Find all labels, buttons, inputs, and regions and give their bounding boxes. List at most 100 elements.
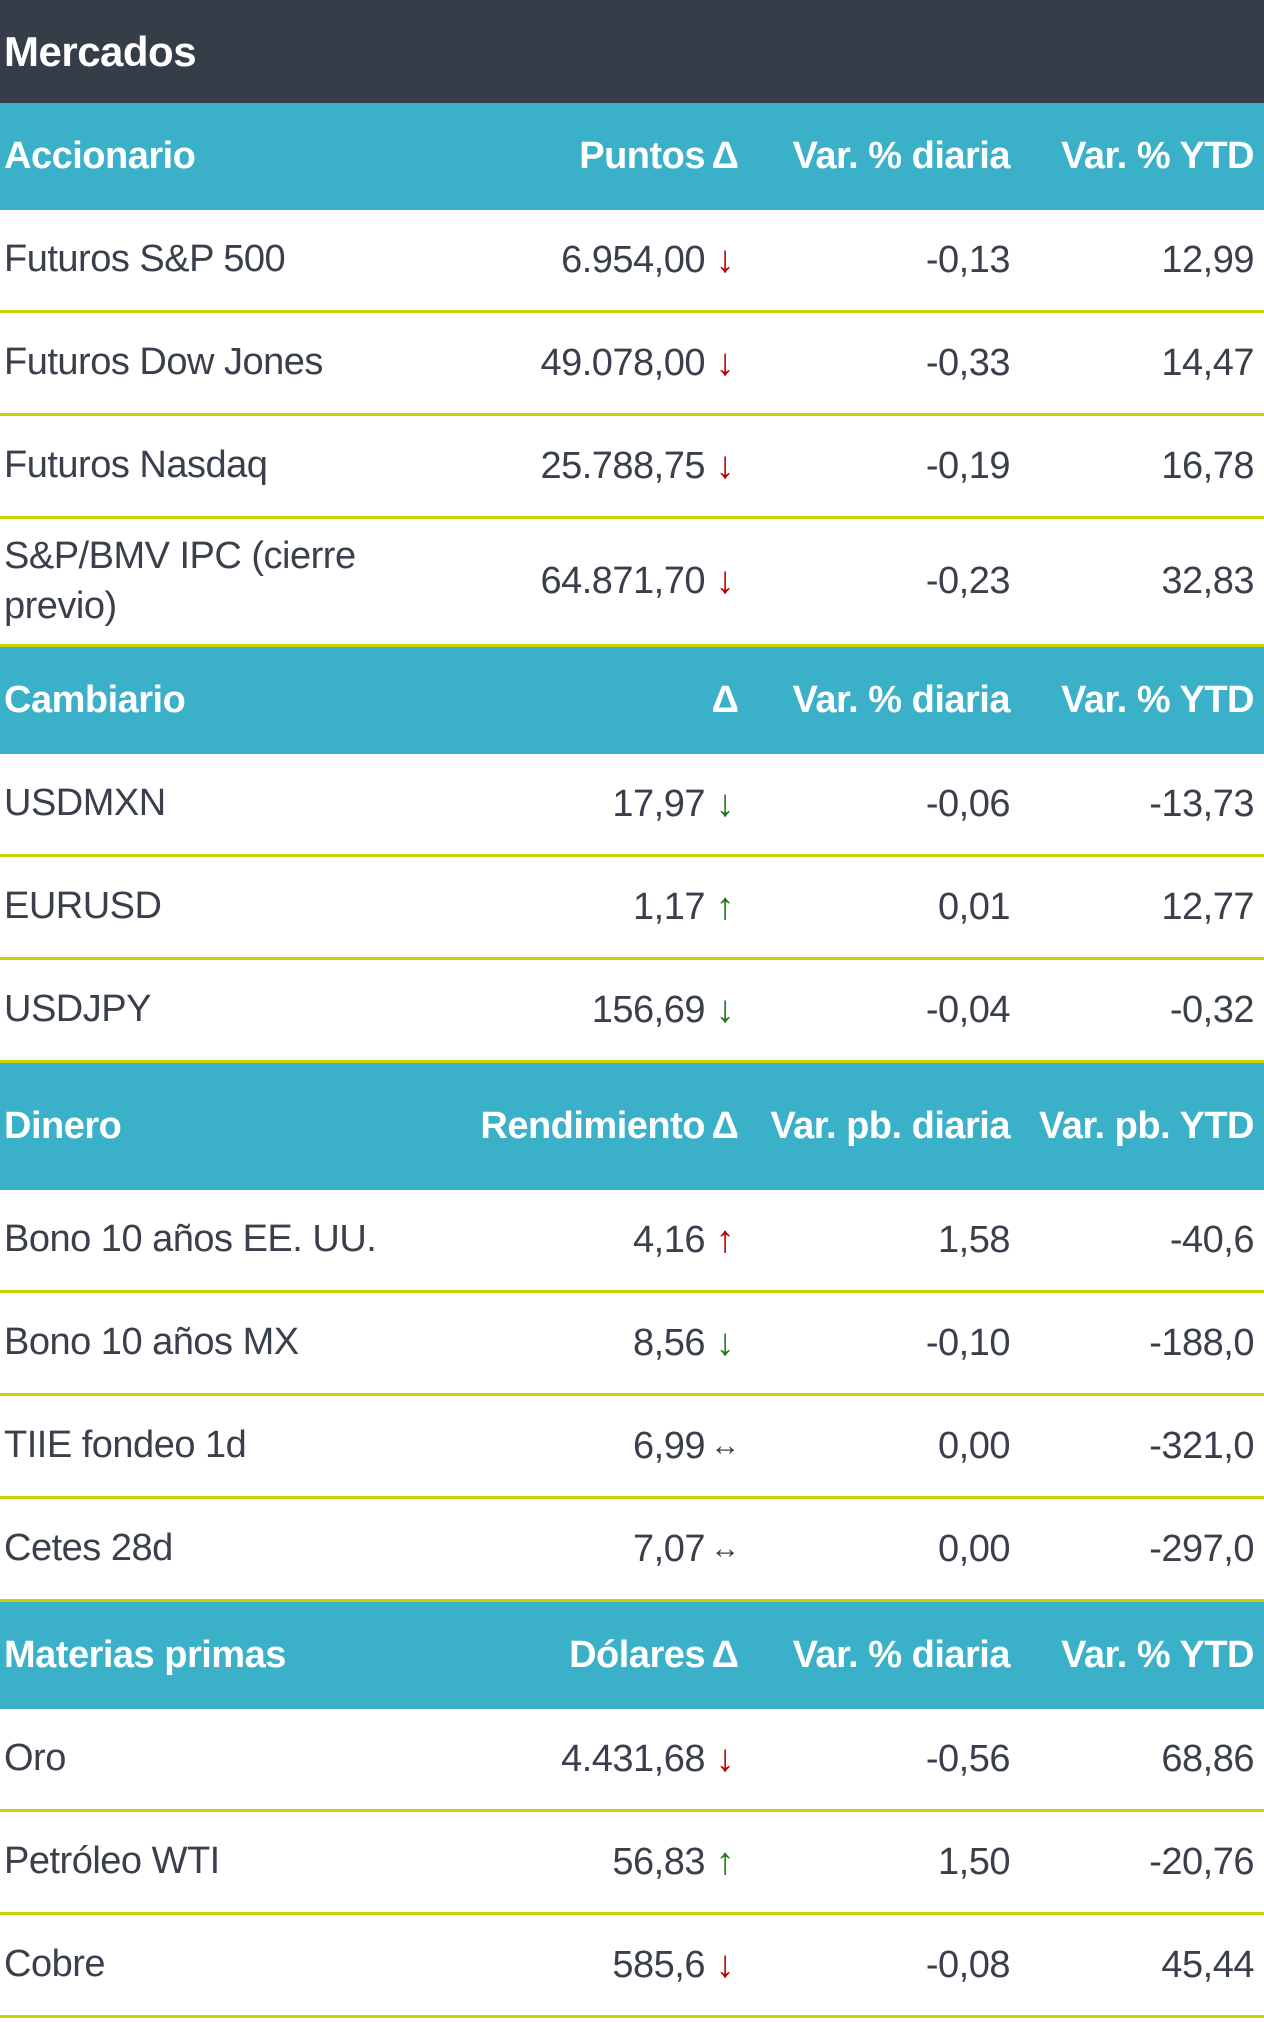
arrow-left-right-icon: ↔ (710, 1532, 740, 1565)
value: 8,56 (633, 1321, 705, 1364)
instrument-name: Futuros S&P 500 (4, 238, 286, 281)
daily-change: 1,50 (938, 1840, 1010, 1883)
table-row-cobre: Cobre 585,6 ↓ -0,08 45,44 (0, 1915, 1264, 2018)
instrument-name: Petróleo WTI (4, 1840, 220, 1883)
value: 585,6 (612, 1943, 705, 1986)
value: 156,69 (591, 988, 706, 1031)
daily-change: -0,08 (925, 1943, 1011, 1986)
value: 6.954,00 (561, 238, 705, 281)
instrument-name: Futuros Nasdaq (4, 444, 268, 487)
arrow-down-icon: ↓ (715, 988, 735, 1031)
instrument-name: Cobre (4, 1943, 106, 1986)
instrument-name: TIIE fondeo 1d (4, 1424, 247, 1467)
instrument-name: Oro (4, 1737, 66, 1780)
ytd-change: 14,47 (1161, 341, 1254, 384)
daily-change: -0,04 (925, 988, 1011, 1031)
ytd-change: 12,77 (1161, 885, 1254, 928)
table-row-usdjpy: USDJPY 156,69 ↓ -0,04 -0,32 (0, 960, 1264, 1063)
value: 4,16 (633, 1218, 705, 1261)
value: 6,99 (633, 1424, 705, 1467)
table-row-bono-10-anos-mx: Bono 10 años MX 8,56 ↓ -0,10 -188,0 (0, 1293, 1264, 1396)
ytd-change: -0,32 (1169, 988, 1255, 1031)
ytd-change: 32,83 (1161, 560, 1254, 602)
table-row-cetes-28d: Cetes 28d 7,07 ↔ 0,00 -297,0 (0, 1499, 1264, 1602)
value-column-header: Puntos (579, 135, 705, 177)
arrow-down-icon: ↓ (715, 1737, 735, 1780)
value: 4.431,68 (561, 1737, 705, 1780)
table-row-futuros-dow-jones: Futuros Dow Jones 49.078,00 ↓ -0,33 14,47 (0, 313, 1264, 416)
section-title: Materias primas (4, 1633, 286, 1676)
arrow-left-right-icon: ↔ (710, 1429, 740, 1462)
arrow-up-icon: ↑ (715, 1840, 735, 1883)
table-row-bono-10-anos-ee-uu: Bono 10 años EE. UU. 4,16 ↑ 1,58 -40,6 (0, 1190, 1264, 1293)
arrow-up-icon: ↑ (715, 885, 735, 928)
section-title: Dinero (4, 1104, 122, 1147)
arrow-down-icon: ↓ (715, 560, 735, 602)
ytd-change-column-header: Var. pb. YTD (1038, 1104, 1255, 1147)
ytd-change: -321,0 (1149, 1424, 1254, 1467)
daily-change-column-header: Var. % diaria (792, 1633, 1011, 1676)
instrument-name: Futuros Dow Jones (4, 341, 323, 384)
daily-change-column-header: Var. pb. diaria (770, 1104, 1010, 1147)
table-row-usdmxn: USDMXN 17,97 ↓ -0,06 -13,73 (0, 754, 1264, 857)
delta-column-header: Δ (711, 679, 739, 721)
arrow-down-icon: ↓ (715, 238, 735, 281)
arrow-down-icon: ↓ (715, 1321, 735, 1364)
section-header-accionario: Accionario Puntos Δ Var. % diaria Var. % YTD (0, 103, 1264, 210)
instrument-name: Bono 10 años EE. UU. (4, 1218, 377, 1261)
table-row-eurusd: EURUSD 1,17 ↑ 0,01 12,77 (0, 857, 1264, 960)
ytd-change: 12,99 (1161, 238, 1254, 281)
daily-change: -0,13 (925, 238, 1011, 281)
ytd-change: -13,73 (1149, 782, 1254, 825)
instrument-name: Bono 10 años MX (4, 1321, 299, 1364)
value: 25.788,75 (540, 444, 705, 487)
section-header-materias-primas: Materias primas Dólares Δ Var. % diaria Var.… (0, 1602, 1264, 1709)
daily-change: -0,10 (925, 1321, 1011, 1364)
daily-change: 1,58 (938, 1218, 1010, 1261)
instrument-name: USDMXN (4, 782, 166, 825)
table-row-petroleo-wti: Petróleo WTI 56,83 ↑ 1,50 -20,76 (0, 1812, 1264, 1915)
table-row-futuros-nasdaq: Futuros Nasdaq 25.788,75 ↓ -0,19 16,78 (0, 416, 1264, 519)
table-row-tiie-fondeo-1d: TIIE fondeo 1d 6,99 ↔ 0,00 -321,0 (0, 1396, 1264, 1499)
section-title: Accionario (4, 134, 196, 177)
value: 49.078,00 (540, 341, 705, 384)
arrow-down-icon: ↓ (715, 444, 735, 487)
daily-change: -0,06 (925, 782, 1011, 825)
page-title: Mercados (0, 0, 1264, 103)
daily-change: 0,00 (938, 1424, 1010, 1467)
daily-change: 0,00 (938, 1527, 1010, 1570)
arrow-down-icon: ↓ (715, 1943, 735, 1986)
ytd-change: 68,86 (1161, 1737, 1254, 1780)
daily-change: -0,56 (925, 1737, 1011, 1780)
table-row-futuros-s-p-500: Futuros S&P 500 6.954,00 ↓ -0,13 12,99 (0, 210, 1264, 313)
daily-change-column-header: Var. % diaria (792, 134, 1011, 177)
instrument-name: S&P/BMV IPC (cierre previo) (4, 535, 356, 627)
delta-column-header: Δ (711, 1634, 739, 1676)
instrument-name: USDJPY (4, 988, 151, 1031)
daily-change: -0,19 (925, 444, 1011, 487)
ytd-change-column-header: Var. % YTD (1061, 678, 1254, 721)
arrow-down-icon: ↓ (715, 782, 735, 825)
section-header-cambiario: Cambiario Δ Var. % diaria Var. % YTD (0, 647, 1264, 754)
daily-change: 0,01 (938, 885, 1010, 928)
ytd-change-column-header: Var. % YTD (1061, 134, 1254, 177)
value: 17,97 (612, 782, 705, 825)
table-row-s-p-bmv-ipc-cierre-previo: S&P/BMV IPC (cierre previo) 64.871,70 ↓ -0,… (0, 519, 1264, 647)
table-row-oro: Oro 4.431,68 ↓ -0,56 68,86 (0, 1709, 1264, 1812)
arrow-up-icon: ↑ (715, 1218, 735, 1261)
section-header-dinero: Dinero Rendimiento Δ Var. pb. diaria Var. pb… (0, 1063, 1264, 1190)
daily-change: -0,33 (925, 341, 1011, 384)
daily-change: -0,23 (925, 560, 1011, 602)
ytd-change: -297,0 (1149, 1527, 1254, 1570)
markets-table: Accionario Puntos Δ Var. % diaria Var. % YTD… (0, 103, 1264, 2018)
ytd-change: 16,78 (1161, 444, 1254, 487)
ytd-change-column-header: Var. % YTD (1061, 1633, 1254, 1676)
ytd-change: -188,0 (1149, 1321, 1254, 1364)
value: 1,17 (633, 885, 705, 928)
value-column-header: Rendimiento (480, 1105, 705, 1147)
section-title: Cambiario (4, 678, 186, 721)
value: 56,83 (612, 1840, 705, 1883)
instrument-name: Cetes 28d (4, 1527, 173, 1570)
arrow-down-icon: ↓ (715, 341, 735, 384)
value-column-header: Dólares (569, 1634, 705, 1676)
